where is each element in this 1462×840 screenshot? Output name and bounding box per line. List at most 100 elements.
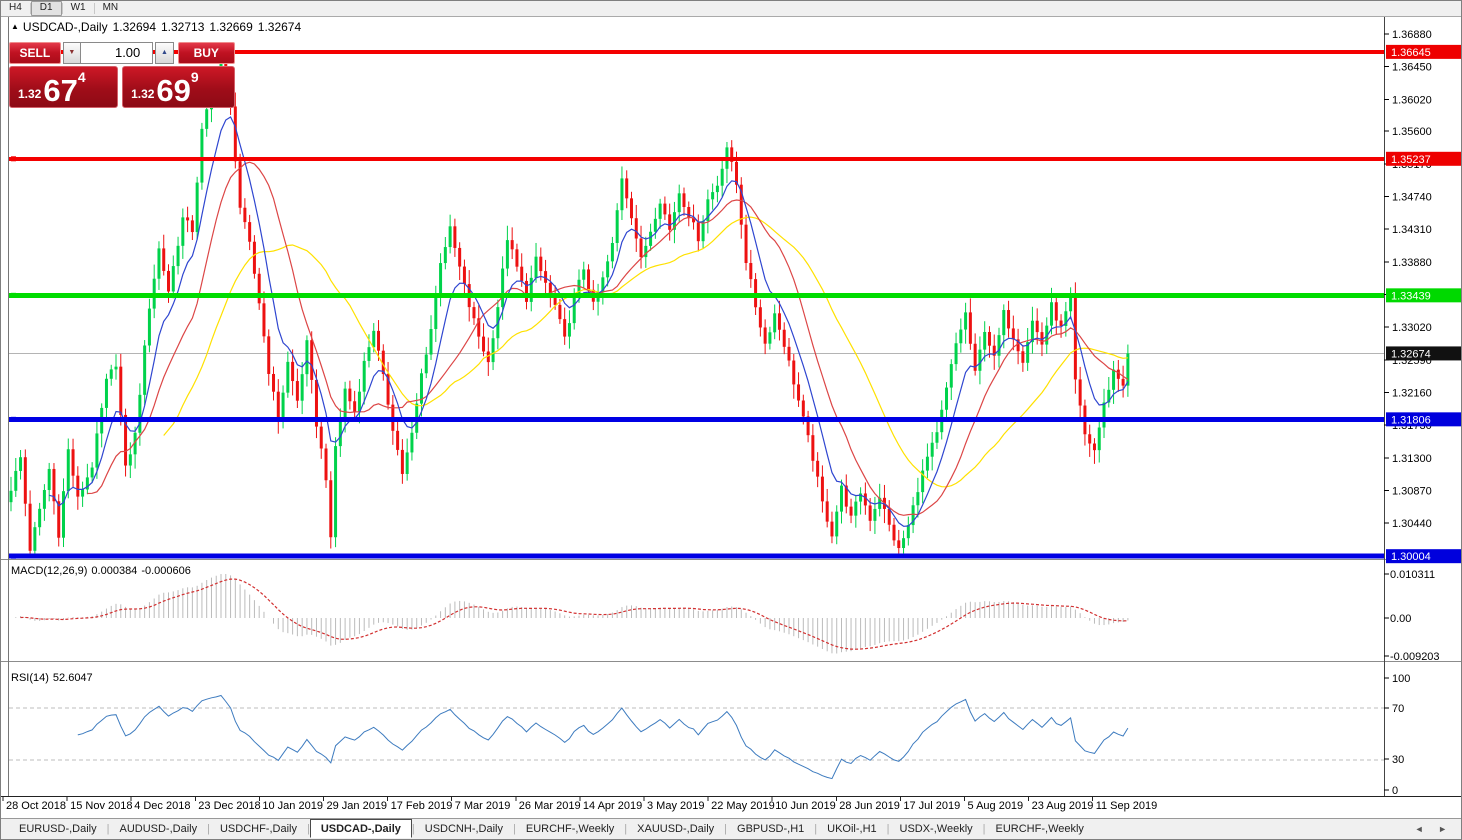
arrow-down-icon: ▼ <box>68 49 76 56</box>
tab-separator: | <box>306 823 310 835</box>
ohlc-open: 1.32694 <box>112 20 156 34</box>
ohlc-low: 1.32669 <box>209 20 253 34</box>
timeframe-button-h4[interactable]: H4 <box>9 2 22 13</box>
date-label: 17 Jul 2019 <box>903 800 961 812</box>
macd-name: MACD(12,26,9) <box>11 565 88 577</box>
price-tick-label: 1.30870 <box>1392 485 1432 497</box>
tab-gbpusd-h1[interactable]: GBPUSD-,H1 <box>737 823 805 835</box>
tab-separator: | <box>207 823 210 835</box>
price-tick-label: 1.36020 <box>1392 94 1432 106</box>
price-tick-label: 1.33020 <box>1392 322 1432 334</box>
moving-average-ma-fast <box>49 116 1129 527</box>
tab-separator: | <box>724 823 728 835</box>
macd-value-main: 0.000384 <box>91 565 138 577</box>
symbol-label: USDCAD-,Daily <box>22 20 108 34</box>
buy-price-display[interactable]: 1.32 69 9 <box>122 66 235 108</box>
tab-usdx-weekly[interactable]: USDX-,Weekly <box>899 823 973 835</box>
toolbar-separator <box>61 3 63 14</box>
arrow-up-icon: ▲ <box>160 49 168 56</box>
price-tick-label: 1.34740 <box>1392 192 1432 204</box>
date-label: 14 Apr 2019 <box>582 800 643 812</box>
tab-ukoil-h1[interactable]: UKOil-,H1 <box>827 823 877 835</box>
symbol-triangle-icon[interactable]: ▲ <box>11 22 19 31</box>
svg-text:1.35237: 1.35237 <box>1391 154 1431 166</box>
buy-button[interactable]: BUY <box>177 42 235 64</box>
macd-indicator-label: MACD(12,26,9) 0.000384 -0.000606 <box>11 565 195 577</box>
hline-anchor-4[interactable] <box>11 553 16 559</box>
hline-anchor-1[interactable] <box>11 156 16 162</box>
chart-tab-bar: EURUSD-,Daily | AUDUSD-,Daily | USDCHF-,Dail… <box>1 818 1461 839</box>
volume-input[interactable]: 1.00 <box>80 42 154 64</box>
buy-price-sup: 9 <box>190 69 199 85</box>
tab-separator: | <box>411 823 415 835</box>
rsi-axis-label: 70 <box>1392 703 1404 715</box>
price-tick-label: 1.36880 <box>1392 29 1432 41</box>
price-tick-label: 1.33880 <box>1392 257 1432 269</box>
hline-anchor-3[interactable] <box>11 416 16 422</box>
tab-separator: | <box>513 823 516 835</box>
price-tick-label: 1.31300 <box>1392 453 1432 465</box>
volume-increase-button[interactable]: ▲ <box>155 42 174 64</box>
rsi-axis-label: 0 <box>1392 785 1398 797</box>
macd-axis-label: 0.00 <box>1390 613 1411 625</box>
svg-text:1.33439: 1.33439 <box>1391 290 1431 302</box>
buy-price-big: 69 <box>156 72 191 108</box>
svg-text:1.32674: 1.32674 <box>1391 348 1431 360</box>
tab-eurusd-daily[interactable]: EURUSD-,Daily <box>19 823 97 835</box>
buy-price-prefix: 1.32 <box>131 87 155 101</box>
toolbar-separator <box>93 3 95 14</box>
ohlc-high: 1.32713 <box>161 20 205 34</box>
moving-average-ma-mid <box>87 161 1129 516</box>
tab-usdcad-daily[interactable]: USDCAD-,Daily <box>309 818 412 838</box>
tab-eurchf-weekly[interactable]: EURCHF-,Weekly <box>995 823 1084 835</box>
price-tick-label: 1.36450 <box>1392 62 1432 74</box>
price-tag-1.36645: 1.36645 <box>1386 44 1461 59</box>
rsi-axis-label: 30 <box>1392 754 1404 766</box>
toolbar-separator <box>29 3 31 14</box>
rsi-name: RSI(14) <box>11 672 49 684</box>
price-tick-label: 1.35600 <box>1392 126 1432 138</box>
price-tag-1.33439: 1.33439 <box>1386 288 1461 303</box>
date-label: 4 Dec 2018 <box>134 800 191 812</box>
one-click-trade-panel: SELL ▼ 1.00 ▲ BUY 1.32 67 4 1.32 69 9 <box>9 42 235 108</box>
sell-price-display[interactable]: 1.32 67 4 <box>9 66 119 108</box>
tab-eurchf-weekly[interactable]: EURCHF-,Weekly <box>525 823 615 835</box>
rsi-axis: 100 70 30 0 <box>1384 673 1410 797</box>
chart-title: ▲ USDCAD-,Daily 1.32694 1.32713 1.32669 1.326… <box>11 20 306 34</box>
rsi-value: 52.6047 <box>52 672 93 684</box>
timeframe-button-d1[interactable]: D1 <box>30 1 62 16</box>
date-label: 5 Aug 2019 <box>967 800 1024 812</box>
date-label: 28 Jun 2019 <box>839 800 900 812</box>
macd-signal-line <box>20 578 1128 650</box>
rsi-axis-label: 100 <box>1392 673 1410 685</box>
svg-text:1.36645: 1.36645 <box>1391 47 1431 59</box>
tab-xauusd-daily[interactable]: XAUUSD-,Daily <box>637 823 715 835</box>
price-tag-1.31806: 1.31806 <box>1386 412 1461 427</box>
timeframe-button-w1[interactable]: W1 <box>70 2 86 13</box>
tab-separator: | <box>814 823 818 835</box>
price-tick-label: 1.30440 <box>1392 518 1432 530</box>
date-axis[interactable]: 28 Oct 2018 15 Nov 2018 4 Dec 2018 23 Dec 2… <box>1 799 1461 817</box>
moving-average-ma-slow <box>163 216 1128 488</box>
date-label: 22 May 2019 <box>711 800 775 812</box>
tab-usdcnh-daily[interactable]: USDCNH-,Daily <box>424 823 503 835</box>
candlesticks[interactable] <box>9 51 1130 554</box>
tab-separator: | <box>106 823 110 835</box>
tab-scroll-arrows[interactable]: ◄ ► <box>1414 824 1453 834</box>
price-tag-1.30004: 1.30004 <box>1386 549 1461 564</box>
price-tick-label: 1.34310 <box>1392 224 1432 236</box>
timeframe-button-mn[interactable]: MN <box>102 2 119 13</box>
hline-anchor-2[interactable] <box>11 292 16 298</box>
tab-audusd-daily[interactable]: AUDUSD-,Daily <box>119 823 198 835</box>
macd-axis: 0.010311 0.00 -0.009203 <box>1384 569 1440 663</box>
price-tick-label: 1.32160 <box>1392 387 1432 399</box>
ohlc-close: 1.32674 <box>257 20 302 34</box>
tab-usdchf-daily[interactable]: USDCHF-,Daily <box>219 823 297 835</box>
price-tag-1.35237: 1.35237 <box>1386 151 1461 166</box>
rsi-line <box>77 694 1129 780</box>
date-label: 29 Jan 2019 <box>326 800 388 812</box>
volume-decrease-button[interactable]: ▼ <box>62 42 81 64</box>
sell-button[interactable]: SELL <box>9 42 61 64</box>
